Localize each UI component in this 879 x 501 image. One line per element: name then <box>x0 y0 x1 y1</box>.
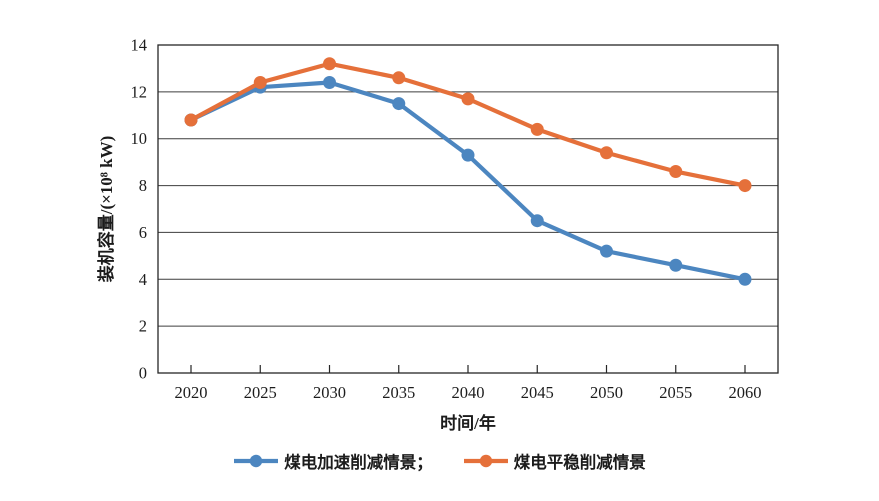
plot-area: 2020 2025 2030 2035 2040 2045 2050 2055 2060 0 2 4 6… <box>131 36 779 402</box>
series-line-1 <box>188 61 748 188</box>
legend-label-steady-reduction: 煤电平稳削减情景 <box>513 453 646 472</box>
data-point-1-2060 <box>738 179 752 193</box>
data-point-1-2040 <box>461 92 475 106</box>
data-point-1-2045 <box>530 122 544 136</box>
x-tick-label-2060: 2060 <box>729 383 762 402</box>
data-point-0-2040 <box>461 148 475 162</box>
x-tick-label-2040: 2040 <box>452 383 485 402</box>
y-tick-label-8: 8 <box>139 176 147 195</box>
chart-legend: 煤电加速削减情景； 煤电平稳削减情景 <box>0 449 879 473</box>
data-point-0-2055 <box>669 258 683 272</box>
data-point-0-2030 <box>323 75 336 89</box>
x-tick-label-2045: 2045 <box>521 383 554 402</box>
data-point-1-2035 <box>392 71 406 85</box>
data-point-0-2060 <box>738 272 752 286</box>
legend-item-accelerated-reduction: 煤电加速削减情景； <box>233 449 433 473</box>
data-point-1-2025 <box>253 75 267 89</box>
legend-dot-orange <box>479 454 492 468</box>
data-point-0-2035 <box>392 97 406 111</box>
x-tick-label-2020: 2020 <box>175 383 208 402</box>
data-point-0-2050 <box>600 244 613 258</box>
line-chart: 2020 2025 2030 2035 2040 2045 2050 2055 2060 0 2 4 6… <box>96 36 779 433</box>
legend-line-marker-blue <box>234 454 279 468</box>
y-tick-label-6: 6 <box>139 223 147 242</box>
y-tick-label-0: 0 <box>139 364 147 383</box>
y-tick-label-12: 12 <box>131 82 148 101</box>
legend-item-steady-reduction: 煤电平稳削减情景 <box>463 449 646 473</box>
x-tick-label-2030: 2030 <box>313 383 346 402</box>
data-point-1-2030 <box>323 57 336 71</box>
x-tick-label-2035: 2035 <box>382 383 415 402</box>
legend-label-accelerated-reduction: 煤电加速削减情景； <box>284 453 433 472</box>
y-tick-label-10: 10 <box>131 129 148 148</box>
data-point-1-2020 <box>184 113 198 127</box>
series-line-0 <box>188 80 748 282</box>
data-point-0-2045 <box>530 214 544 228</box>
y-tick-label-4: 4 <box>139 270 147 289</box>
y-tick-label-2: 2 <box>139 317 147 336</box>
data-point-1-2050 <box>600 146 613 160</box>
x-tick-label-2050: 2050 <box>590 383 623 402</box>
data-point-1-2055 <box>669 165 683 179</box>
x-axis-title: 时间/年 <box>440 413 496 433</box>
x-tick-label-2025: 2025 <box>244 383 277 402</box>
y-tick-label-14: 14 <box>131 36 148 55</box>
y-axis-title: 装机容量/(×10⁸ kW) <box>96 136 116 284</box>
legend-line-marker-orange <box>463 454 508 468</box>
x-tick-label-2055: 2055 <box>659 383 692 402</box>
legend-dot-blue <box>250 454 263 468</box>
